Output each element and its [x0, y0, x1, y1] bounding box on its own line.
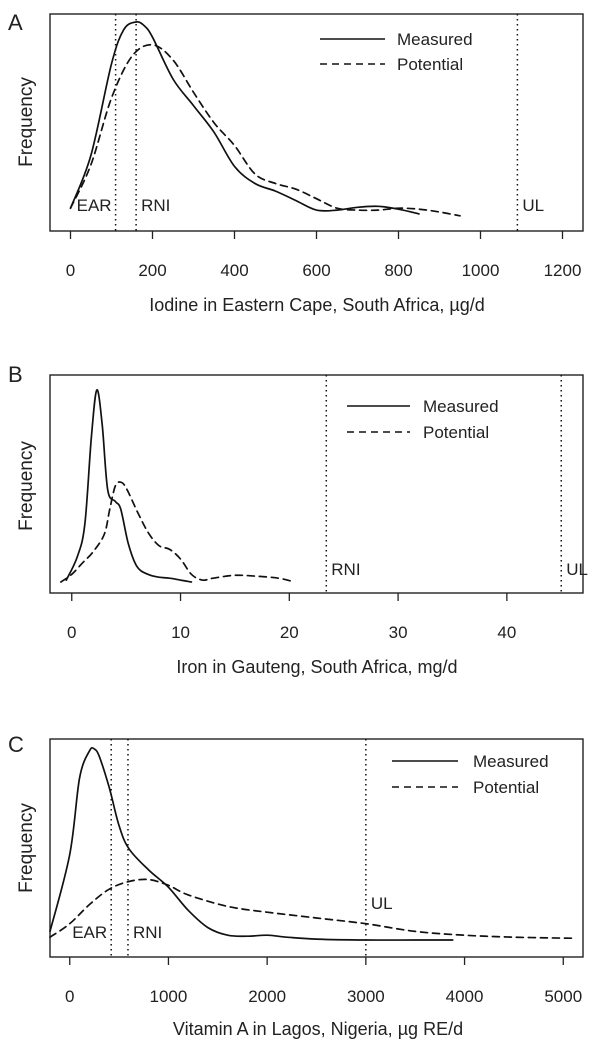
series-line-measured	[49, 746, 454, 941]
panel-a: A Frequency Iodine in Eastern Cape, Sout…	[8, 10, 584, 315]
panel-letter-a: A	[8, 10, 23, 35]
series-line-measured	[69, 21, 420, 215]
x-tick-label: 400	[220, 261, 248, 280]
series-line-measured	[65, 389, 193, 583]
plot-frame-c	[49, 738, 584, 958]
panel-c: C Frequency Vitamin A in Lagos, Nigeria,…	[8, 732, 584, 1039]
series-group-c	[49, 746, 574, 941]
reference-lines-c: EAR RNI UL	[72, 739, 393, 957]
x-tick-label: 1000	[150, 987, 188, 1006]
reference-label-rni: RNI	[141, 196, 170, 215]
reference-lines-b: RNI UL	[325, 375, 588, 593]
reference-label-ul: UL	[522, 196, 544, 215]
x-axis-ticks-c: 0 1000 2000 3000 4000 5000	[65, 957, 582, 1006]
series-group-b	[60, 389, 296, 583]
x-axis-ticks-a: 0 200 400 600 800 1000 1200	[66, 231, 582, 280]
reference-label-rni: RNI	[331, 560, 360, 579]
x-tick-label: 0	[67, 623, 76, 642]
reference-label-rni: RNI	[133, 923, 162, 942]
legend-label-measured: Measured	[423, 397, 499, 416]
panel-b: B Frequency Iron in Gauteng, South Afric…	[8, 362, 588, 677]
reference-label-ul: UL	[566, 560, 588, 579]
x-tick-label: 30	[389, 623, 408, 642]
x-tick-label: 800	[384, 261, 412, 280]
y-axis-label-b: Frequency	[16, 441, 37, 531]
x-tick-label: 2000	[248, 987, 286, 1006]
x-tick-label: 1000	[462, 261, 500, 280]
series-line-potential	[60, 481, 296, 583]
x-tick-label: 0	[65, 987, 74, 1006]
x-tick-label: 0	[66, 261, 75, 280]
x-tick-label: 20	[280, 623, 299, 642]
x-tick-label: 1200	[544, 261, 582, 280]
x-axis-ticks-b: 0 10 20 30 40	[67, 593, 516, 642]
y-axis-label-c: Frequency	[16, 803, 37, 893]
panel-letter-c: C	[8, 732, 24, 757]
x-tick-label: 600	[302, 261, 330, 280]
plot-frame-b	[49, 374, 584, 594]
legend-a: Measured Potential	[320, 30, 473, 74]
legend-b: Measured Potential	[347, 397, 499, 442]
reference-label-ear: EAR	[77, 196, 112, 215]
series-group-a	[69, 21, 461, 217]
x-tick-label: 200	[138, 261, 166, 280]
x-axis-label-a: Iodine in Eastern Cape, South Africa, µg…	[149, 295, 485, 315]
x-tick-label: 10	[171, 623, 190, 642]
x-tick-label: 5000	[544, 987, 582, 1006]
legend-label-potential: Potential	[397, 55, 463, 74]
panel-letter-b: B	[8, 362, 23, 387]
reference-label-ul: UL	[371, 894, 393, 913]
legend-label-measured: Measured	[473, 752, 549, 771]
reference-label-ear: EAR	[72, 923, 107, 942]
legend-label-measured: Measured	[397, 30, 473, 49]
legend-c: Measured Potential	[392, 752, 549, 797]
x-axis-label-c: Vitamin A in Lagos, Nigeria, µg RE/d	[173, 1019, 463, 1039]
x-tick-label: 40	[497, 623, 516, 642]
x-tick-label: 3000	[347, 987, 385, 1006]
x-tick-label: 4000	[446, 987, 484, 1006]
y-axis-label-a: Frequency	[16, 77, 37, 167]
legend-label-potential: Potential	[473, 778, 539, 797]
x-axis-label-b: Iron in Gauteng, South Africa, mg/d	[176, 657, 457, 677]
legend-label-potential: Potential	[423, 423, 489, 442]
series-line-potential	[69, 43, 461, 217]
reference-lines-a: EAR RNI UL	[77, 14, 544, 231]
